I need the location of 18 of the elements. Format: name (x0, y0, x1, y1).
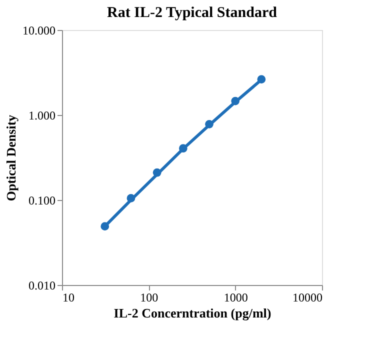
x-tick-label: 10 (62, 290, 74, 304)
point (126, 194, 136, 202)
x-tick-label: 1000 (224, 290, 248, 304)
x-axis-title: IL-2 Concerntration (pg/ml) (114, 306, 272, 320)
point (178, 144, 188, 153)
point (231, 96, 240, 106)
y-tick-label: 10.000 (22, 24, 56, 38)
point (100, 222, 110, 231)
y-tick-label: 0.010 (28, 278, 56, 292)
point (152, 168, 162, 177)
chart-title: Rat IL-2 Typical Standard (107, 5, 278, 21)
y-axis-title: Optical Density (4, 114, 18, 202)
y-tick-label: 1.000 (28, 108, 56, 122)
y-tick-label: 0.100 (28, 194, 56, 208)
point (257, 75, 266, 84)
x-tick-label: 10000 (292, 290, 322, 304)
x-tick-label: 100 (140, 290, 158, 304)
point (205, 120, 214, 128)
